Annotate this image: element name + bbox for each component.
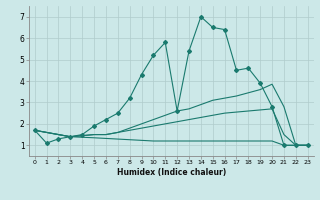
X-axis label: Humidex (Indice chaleur): Humidex (Indice chaleur) [116, 168, 226, 177]
